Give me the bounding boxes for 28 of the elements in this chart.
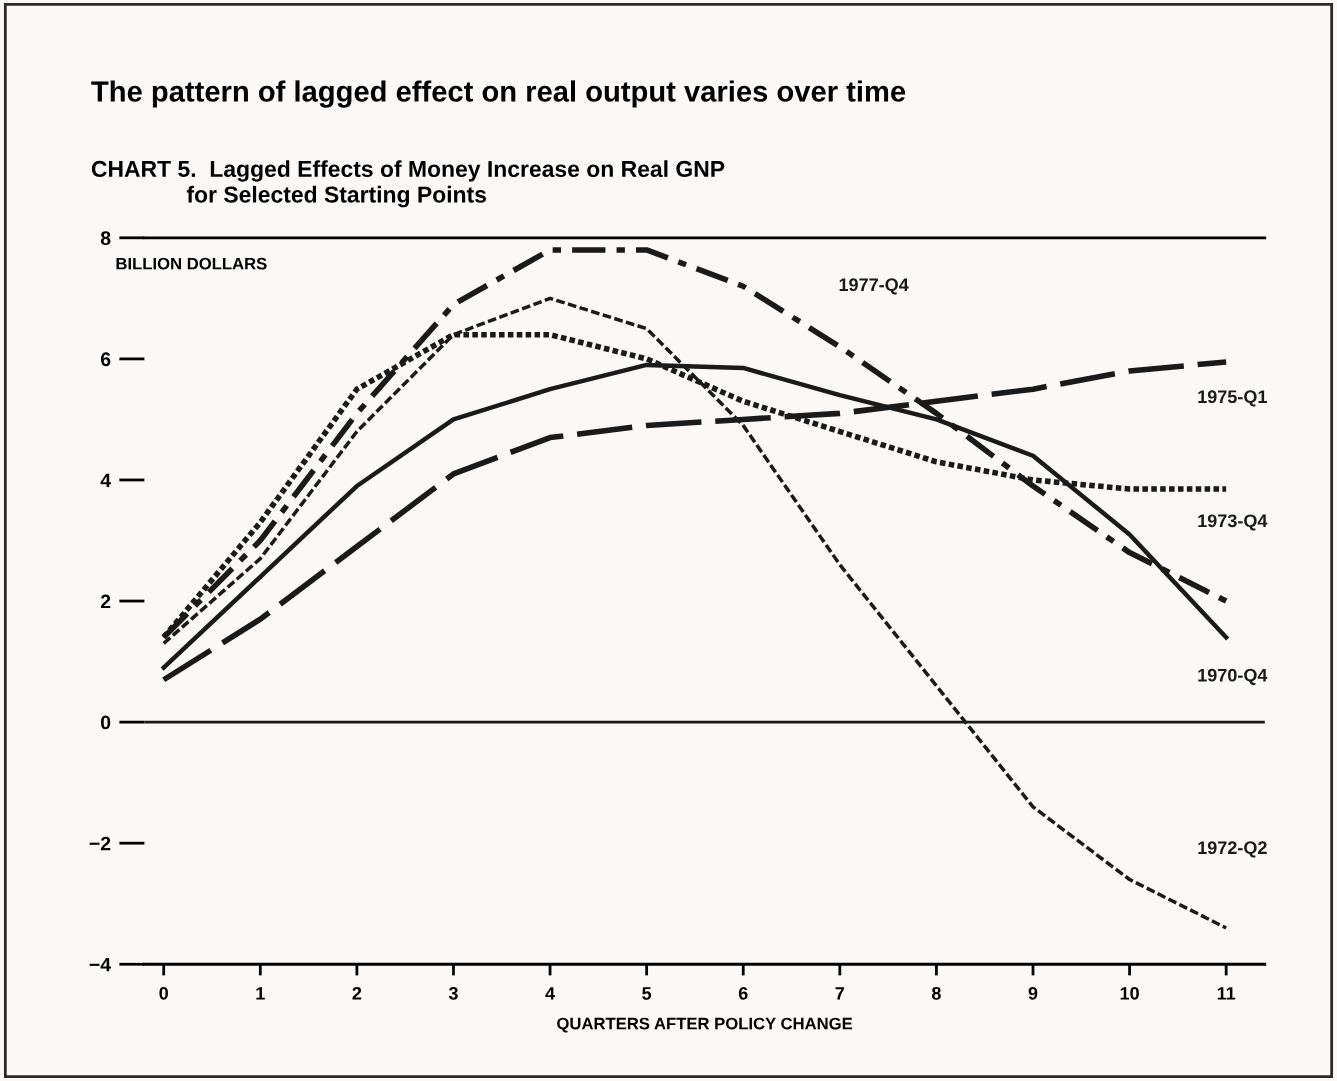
series-label: 1973-Q4: [1198, 514, 1268, 531]
y-tick-label: 8: [100, 231, 111, 246]
x-tick-label: 1: [256, 987, 265, 1000]
series-label: 1975-Q1: [1198, 390, 1267, 407]
chart-title: The pattern of lagged effect on real output varies over time: [91, 80, 906, 108]
x-tick-label: 4: [545, 987, 555, 1000]
text: 1977-Q4: [839, 278, 909, 295]
x-tick-label: 10: [1120, 986, 1139, 1000]
x-tick-label: 0: [159, 986, 168, 1000]
y-tick-label: 6: [100, 352, 111, 367]
y-tick-label: 4: [100, 473, 111, 488]
x-tick-label: 7: [835, 987, 845, 1000]
x-tick-label: 11: [1217, 987, 1236, 1000]
x-tick-label: 8: [931, 986, 941, 1000]
x-tick-label: 5: [642, 987, 652, 1000]
y-tick-label: 2: [100, 594, 111, 609]
y-tick-label: 0: [101, 715, 111, 730]
text: 1972-Q2: [1198, 841, 1267, 858]
y-tick-label: −2: [89, 836, 111, 851]
x-tick-label: 3: [448, 986, 458, 1000]
y-axis-title: BILLION DOLLARS: [116, 257, 267, 270]
text: 1970-Q4: [1198, 668, 1268, 685]
chart-subtitle: CHART 5. Lagged Effects of Money Increase on Real GNP for Selected Starting Points: [91, 160, 725, 208]
x-tick-label: 9: [1028, 986, 1038, 1000]
y-tick-label: −4: [89, 957, 111, 972]
x-tick-label: 6: [738, 986, 748, 1000]
x-tick-label: 2: [352, 986, 362, 1000]
x-axis-title: QUARTERS AFTER POLICY CHANGE: [557, 1017, 853, 1033]
